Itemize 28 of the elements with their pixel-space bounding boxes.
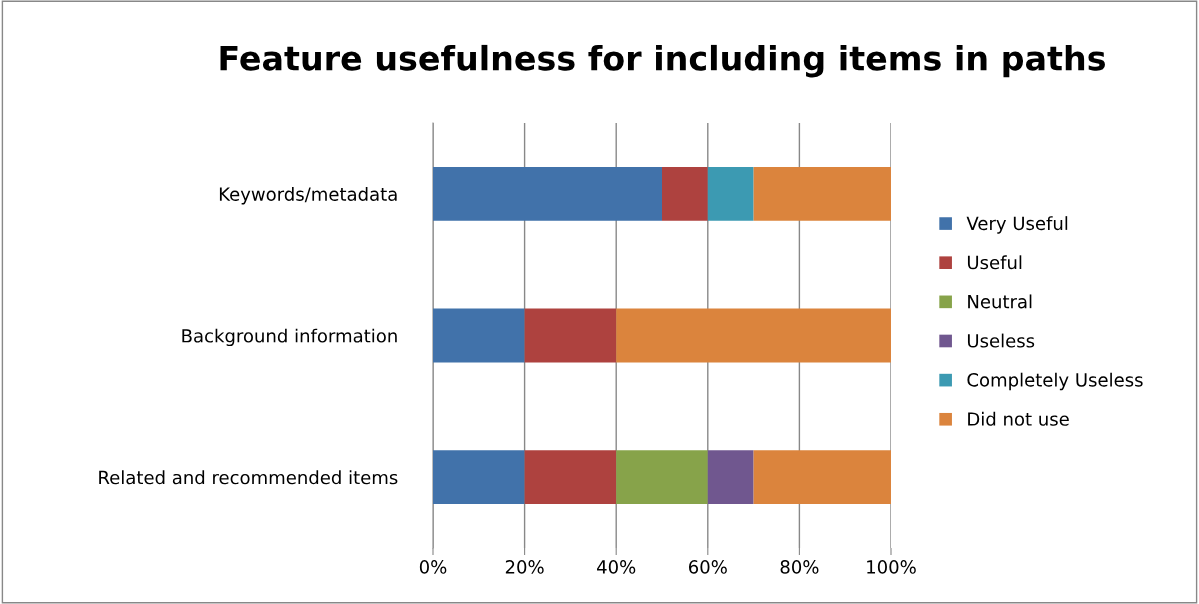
- legend-label: Completely Useless: [967, 372, 1143, 391]
- bar: [753, 450, 891, 505]
- chart-title: Feature usefulness for including items in paths: [220, 44, 1105, 78]
- bar: [662, 166, 708, 221]
- bar: [753, 166, 891, 221]
- bar: [707, 450, 754, 505]
- legend-label: Useful: [967, 255, 1022, 270]
- y-tick-label: Background information: [182, 328, 397, 347]
- x-tick-label: 40%: [597, 560, 636, 574]
- x-tick-label: 80%: [780, 560, 819, 574]
- x-tick-label: 100%: [867, 560, 916, 574]
- y-tick-label: Related and recommended items: [99, 470, 398, 485]
- x-tick-label: 20%: [505, 560, 544, 574]
- legend-label: Useless: [967, 333, 1035, 348]
- bar: [524, 308, 617, 363]
- x-tick-label: 60%: [689, 560, 727, 574]
- legend-label: Very Useful: [966, 216, 1068, 234]
- bar: [524, 450, 617, 505]
- legend-label: Neutral: [968, 294, 1032, 309]
- y-tick-label: Keywords/metadata: [219, 186, 397, 205]
- bar: [707, 166, 754, 221]
- bar: [433, 166, 662, 221]
- bar: [433, 308, 525, 363]
- bar: [433, 450, 525, 505]
- bar: [616, 450, 708, 505]
- legend-label: Did not use: [968, 411, 1069, 426]
- x-tick-label: 0%: [419, 560, 447, 574]
- bar: [616, 308, 891, 363]
